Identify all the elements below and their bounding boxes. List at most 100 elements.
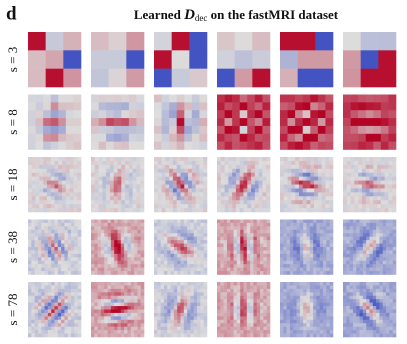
tile-pixel [287,282,291,286]
tile-pixel [58,289,62,293]
tile-pixel [101,226,105,230]
tile-pixel [66,142,74,150]
filter-tile [28,220,81,275]
tile-pixel [343,306,347,310]
tile-pixel [125,188,129,192]
tile-pixel [158,204,162,208]
tile-pixel [386,244,390,248]
tile-pixel [386,285,390,289]
tile-pixel [204,254,208,258]
tile-pixel [323,268,327,272]
tile-pixel [55,292,59,296]
tile-pixel [48,223,52,227]
tile-pixel [293,330,297,334]
tile-pixel [373,226,377,230]
tile-pixel [131,247,135,251]
tile-pixel [386,289,390,293]
tile-pixel [58,192,62,196]
tile-pixel [94,237,98,241]
tile-pixel [287,316,291,320]
tile-pixel [41,254,45,258]
tile-pixel [61,282,65,286]
tile-pixel [114,330,118,334]
tile-pixel [363,320,367,324]
tile-pixel [373,230,377,234]
tile-pixel [232,196,236,200]
tile-pixel [320,264,324,268]
tile-pixel [253,268,257,272]
tile-pixel [38,244,42,248]
tile-pixel [266,157,270,161]
tile-pixel [221,177,225,181]
tile-pixel [373,102,381,110]
tile-pixel [111,271,115,275]
tile-pixel [314,173,318,177]
tile-pixel [323,285,327,289]
tile-pixel [381,102,389,110]
tile-pixel [244,226,248,230]
tile-pixel [360,306,364,310]
tile-pixel [366,244,370,248]
tile-pixel [307,247,311,251]
tile-pixel [177,196,181,200]
tile-pixel [31,282,35,286]
tile-pixel [217,320,221,324]
tile-pixel [303,188,307,192]
tile-pixel [58,306,62,310]
tile-pixel [247,323,251,327]
tile-pixel [221,204,225,208]
tile-pixel [48,292,52,296]
tile-pixel [74,257,78,261]
tile-pixel [167,233,171,237]
tile-pixel [91,282,95,286]
tile-pixel [133,192,137,196]
tile-pixel [71,261,75,265]
tile-pixel [38,220,42,224]
tile-pixel [36,95,44,103]
tile-pixel [356,285,360,289]
tile-pixel [325,118,333,126]
tile-pixel [177,208,181,212]
tile-pixel [68,244,72,248]
tile-pixel [196,188,200,192]
tile-pixel [240,226,244,230]
tile-pixel [154,208,158,212]
tile-pixel [194,320,198,324]
tile-pixel [230,292,234,296]
tile-pixel [200,310,204,314]
tile-pixel [31,327,35,331]
tile-pixel [343,208,347,212]
tile-pixel [386,330,390,334]
tile-pixel [351,157,355,161]
tile-pixel [225,95,233,103]
tile-pixel [330,257,334,261]
tile-pixel [190,282,194,286]
tile-pixel [351,181,355,185]
tile-pixel [291,169,295,173]
tile-pixel [262,95,270,103]
tile-pixel [354,208,358,212]
tile-pixel [310,306,314,310]
tile-pixel [162,204,166,208]
tile-pixel [136,95,144,103]
tile-pixel [393,299,397,303]
tile-pixel [329,173,333,177]
tile-pixel [118,303,122,307]
tile-pixel [388,188,392,192]
tile-pixel [363,313,367,317]
tile-pixel [124,268,128,272]
tile-pixel [237,261,241,265]
tile-pixel [373,292,377,296]
tile-pixel [227,240,231,244]
tile-pixel [200,233,204,237]
tile-pixel [323,299,327,303]
tile-pixel [234,257,238,261]
tile-pixel [267,285,271,289]
tile-pixel [389,306,393,310]
tile-pixel [91,313,95,317]
tile-pixel [234,334,238,338]
tile-pixel [28,282,32,286]
tile-pixel [118,330,122,334]
tile-pixel [162,208,166,212]
tile-pixel [280,320,284,324]
